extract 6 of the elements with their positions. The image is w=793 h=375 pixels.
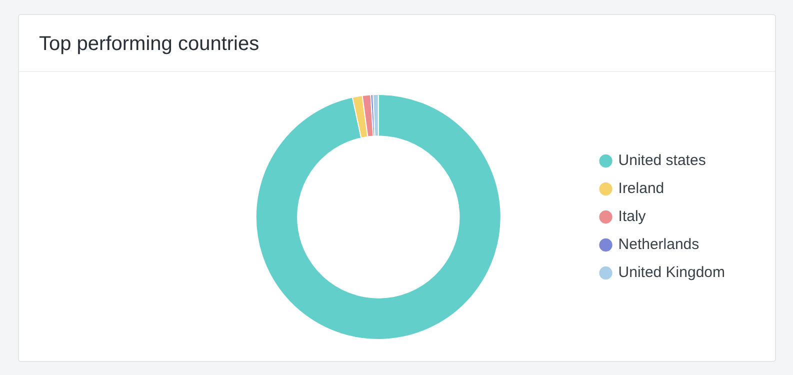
legend-label: United Kingdom <box>618 264 726 282</box>
legend-label: Italy <box>618 208 646 226</box>
legend-label: Netherlands <box>618 236 700 254</box>
legend-label: United states <box>618 152 706 170</box>
chart-title: Top performing countries <box>19 15 775 72</box>
legend-label: Ireland <box>618 180 664 198</box>
